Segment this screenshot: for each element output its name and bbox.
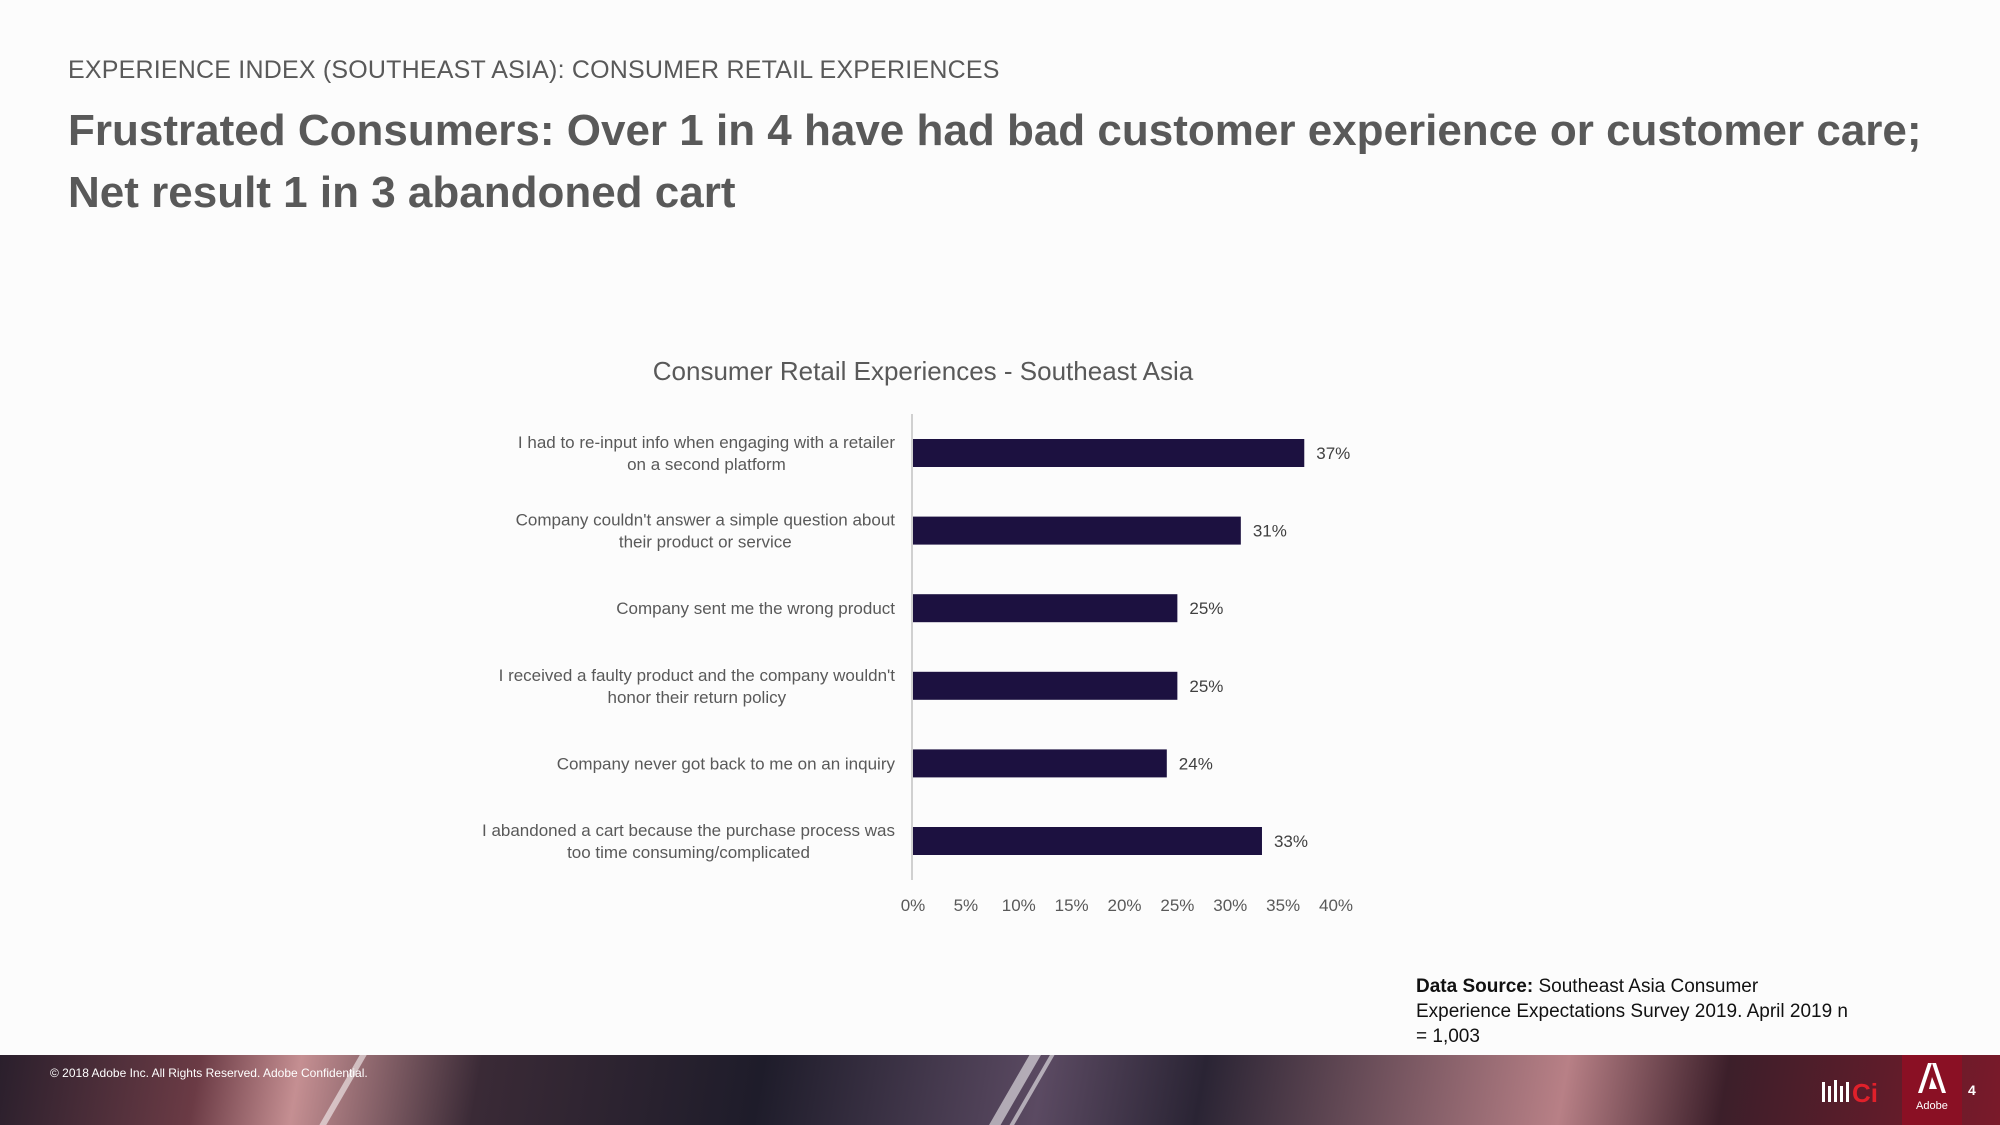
category-label-line: their product or service — [619, 533, 792, 552]
x-tick-label-40: 40% — [1319, 896, 1353, 915]
bar-5 — [913, 749, 1167, 778]
data-label-4: 25% — [1189, 677, 1223, 696]
category-label-1: I had to re-input info when engaging wit… — [518, 433, 895, 474]
headline-line-1: Frustrated Consumers: Over 1 in 4 have h… — [68, 106, 1922, 155]
category-label-line: honor their return policy — [608, 688, 787, 707]
x-tick-label-5: 5% — [954, 896, 979, 915]
x-tick-label-10: 10% — [1002, 896, 1036, 915]
adobe-a-icon — [1918, 1063, 1946, 1093]
category-label-line: I had to re-input info when engaging wit… — [518, 433, 895, 452]
bar-chart: Consumer Retail Experiences - Southeast … — [482, 356, 1353, 915]
data-label-1: 37% — [1316, 444, 1350, 463]
bar-3 — [913, 594, 1178, 623]
data-source-text: Southeast Asia Consumer Experience Expec… — [1416, 976, 1848, 1047]
x-tick-label-15: 15% — [1055, 896, 1089, 915]
category-label-line: Company couldn't answer a simple questio… — [516, 511, 896, 530]
category-label-line: I received a faulty product and the comp… — [499, 666, 896, 685]
x-tick-label-30: 30% — [1213, 896, 1247, 915]
footer-banner — [0, 1055, 2000, 1125]
x-tick-label-0: 0% — [901, 896, 926, 915]
x-tick-label-35: 35% — [1266, 896, 1300, 915]
data-source-label: Data Source: — [1416, 976, 1534, 997]
x-tick-label-20: 20% — [1107, 896, 1141, 915]
bar-1 — [913, 439, 1305, 467]
page-number: 4 — [1968, 1082, 1976, 1098]
category-label-6: I abandoned a cart because the purchase … — [482, 821, 895, 862]
category-label-line: Company never got back to me on an inqui… — [557, 754, 896, 773]
bar-6 — [913, 827, 1262, 855]
chart-title: Consumer Retail Experiences - Southeast … — [653, 356, 1194, 386]
category-label-2: Company couldn't answer a simple questio… — [516, 511, 896, 552]
data-label-2: 31% — [1253, 522, 1287, 541]
data-label-6: 33% — [1274, 832, 1308, 851]
bar-2 — [913, 516, 1241, 545]
category-label-line: Company sent me the wrong product — [616, 599, 895, 618]
category-label-line: I abandoned a cart because the purchase … — [482, 821, 895, 840]
data-label-3: 25% — [1189, 599, 1223, 618]
data-source: Data Source: Southeast Asia Consumer Exp… — [1416, 974, 1856, 1049]
page-title: Frustrated Consumers: Over 1 in 4 have h… — [68, 100, 1928, 224]
category-label-4: I received a faulty product and the comp… — [499, 666, 896, 707]
adobe-logo — [1902, 1055, 1962, 1125]
category-label-3: Company sent me the wrong product — [616, 599, 895, 618]
bar-4 — [913, 671, 1178, 700]
category-label-line: too time consuming/complicated — [567, 843, 810, 862]
copyright-text: © 2018 Adobe Inc. All Rights Reserved. A… — [50, 1066, 368, 1080]
data-label-5: 24% — [1179, 754, 1213, 773]
headline-line-2: Net result 1 in 3 abandoned cart — [68, 168, 736, 217]
x-tick-label-25: 25% — [1160, 896, 1194, 915]
eyebrow-title: EXPERIENCE INDEX (SOUTHEAST ASIA): CONSU… — [68, 56, 1000, 84]
adobe-label: Adobe — [1916, 1100, 1948, 1112]
svg-text:Ci: Ci — [1852, 1078, 1878, 1108]
mci-logo-icon: Ci — [1822, 1078, 1878, 1108]
category-label-line: on a second platform — [627, 455, 786, 474]
category-label-5: Company never got back to me on an inqui… — [557, 754, 896, 773]
